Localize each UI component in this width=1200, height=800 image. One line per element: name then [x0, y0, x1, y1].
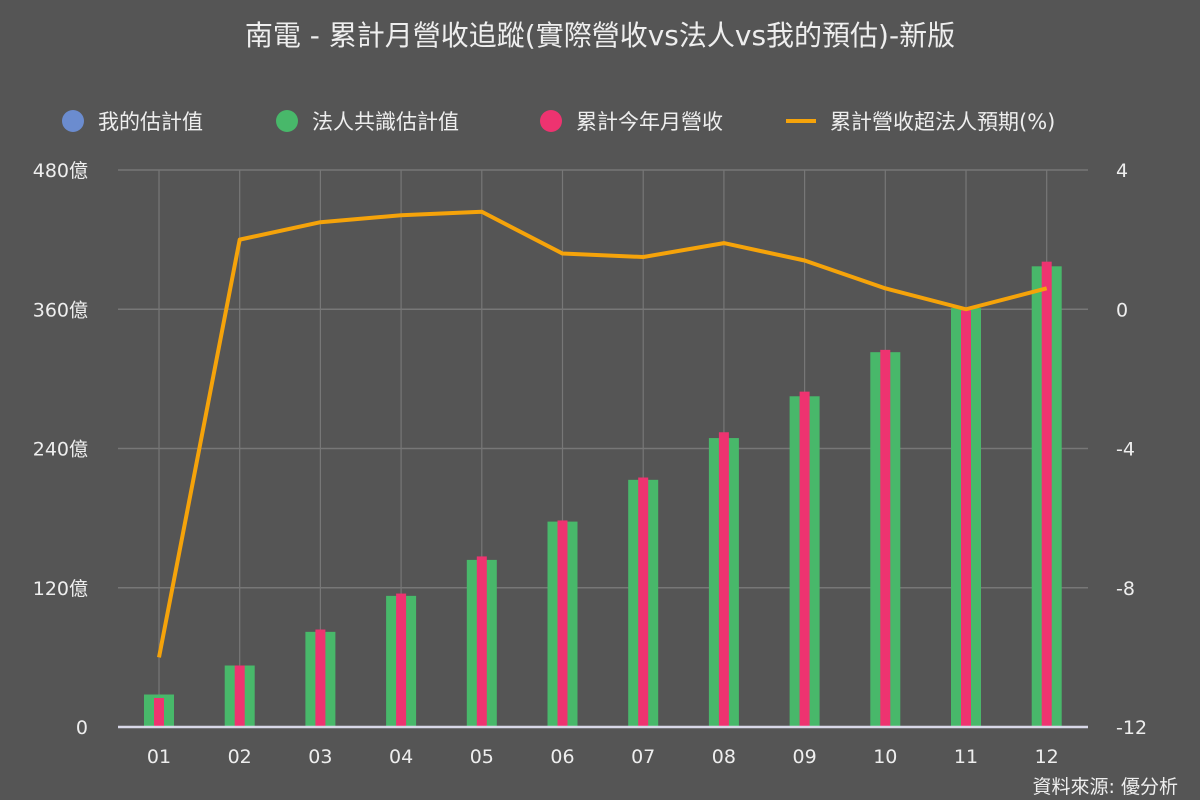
legend: 我的估計值 法人共識估計值 累計今年月營收 累計營收超法人預期(%) [0, 106, 1200, 136]
line-icon [786, 119, 816, 123]
circle-icon [540, 110, 562, 132]
right-axis-ticks: -12 -8 -4 0 4 [1116, 160, 1147, 739]
left-tick-label: 0 [76, 717, 88, 739]
legend-item-my-estimate[interactable]: 我的估計值 [62, 106, 203, 136]
bar-actual [154, 697, 164, 727]
data-source: 資料來源: 優分析 [1032, 776, 1178, 798]
x-tick-label: 05 [470, 746, 494, 768]
bar-actual [799, 391, 810, 727]
legend-item-beat-pct[interactable]: 累計營收超法人預期(%) [786, 106, 1055, 136]
left-tick-label: 480億 [33, 160, 88, 182]
x-tick-label: 12 [1035, 746, 1059, 768]
bar-actual [476, 556, 487, 727]
legend-label: 累計營收超法人預期(%) [830, 110, 1056, 134]
right-tick-label: -12 [1116, 717, 1147, 739]
x-tick-label: 01 [147, 746, 171, 768]
x-tick-label: 11 [954, 746, 978, 768]
x-tick-label: 02 [228, 746, 252, 768]
x-tick-label: 08 [712, 746, 736, 768]
bar-actual [396, 593, 407, 727]
x-tick-label: 09 [793, 746, 817, 768]
left-tick-label: 240億 [33, 439, 88, 461]
right-tick-label: -4 [1116, 439, 1135, 461]
bar-actual [961, 310, 971, 727]
right-tick-label: 0 [1116, 299, 1128, 321]
chart-title: 南電 - 累計月營收追蹤(實際營收vs法人vs我的預估)-新版 [244, 19, 956, 52]
legend-label: 我的估計值 [98, 110, 203, 134]
left-tick-label: 120億 [33, 578, 88, 600]
x-tick-label: 04 [389, 746, 413, 768]
bar-actual [1041, 261, 1052, 727]
x-tick-label: 07 [631, 746, 655, 768]
bar-actual [718, 432, 729, 727]
beat-pct-line [157, 209, 1048, 658]
x-tick-label: 06 [550, 746, 574, 768]
x-tick-label: 03 [308, 746, 332, 768]
x-axis-ticks: 01 02 03 04 05 06 07 08 09 10 11 12 [147, 746, 1059, 768]
bar-actual [638, 477, 649, 727]
right-tick-label: 4 [1116, 160, 1128, 182]
bar-actual [880, 349, 891, 727]
left-axis-ticks: 0 120億 240億 360億 480億 [33, 160, 88, 739]
bar-actual [315, 629, 326, 727]
left-tick-label: 360億 [33, 299, 88, 321]
legend-label: 累計今年月營收 [576, 110, 723, 134]
circle-icon [62, 110, 84, 132]
bar-actual [234, 665, 245, 727]
beat-pct-polyline [157, 209, 1048, 658]
legend-item-consensus[interactable]: 法人共識估計值 [276, 106, 459, 136]
bar-actual [557, 520, 568, 727]
circle-icon [276, 110, 298, 132]
right-tick-label: -8 [1116, 578, 1135, 600]
bars [144, 261, 1062, 727]
legend-item-actual[interactable]: 累計今年月營收 [540, 106, 723, 136]
legend-label: 法人共識估計值 [312, 110, 459, 134]
x-tick-label: 10 [873, 746, 897, 768]
